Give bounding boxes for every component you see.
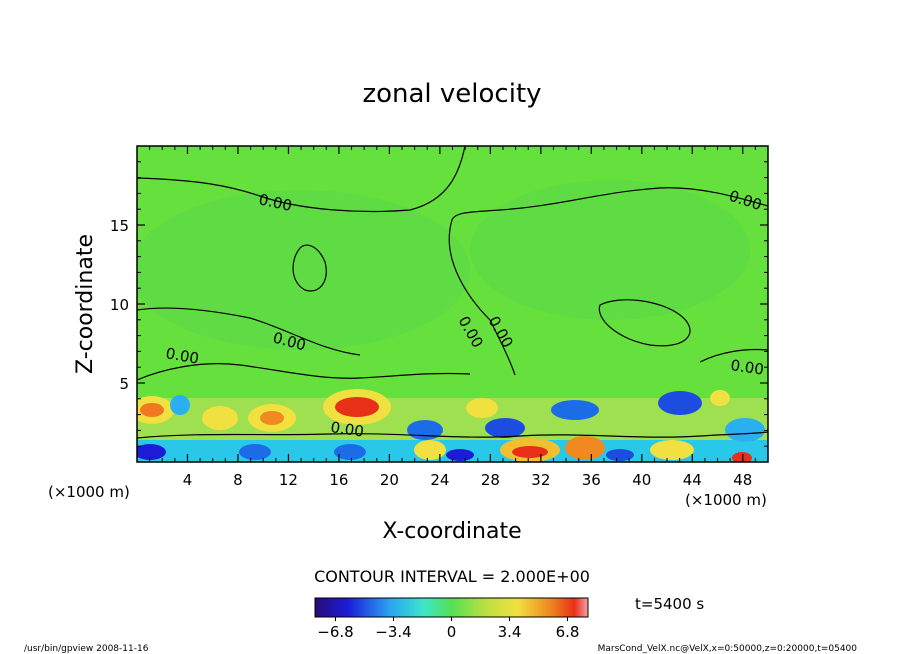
positive-cell [512,446,548,458]
positive-cell [414,440,446,460]
negative-cell [407,420,443,440]
x-tick-label: 28 [481,471,500,489]
zero-contour-line [598,299,691,347]
negative-cell [170,395,190,415]
negative-cell [551,400,599,420]
zero-contour-line [137,307,361,356]
x-tick-label: 16 [329,471,348,489]
negative-cell [446,449,474,461]
x-tick-label: 4 [183,471,193,489]
zero-contour-line [448,187,768,376]
footer-left: /usr/bin/gpview 2008-11-16 [24,644,149,654]
zero-contour-line [137,431,768,439]
colorbar-tick-label: −3.4 [375,623,411,641]
negative-cell [606,449,634,461]
positive-cell [650,440,694,460]
y-tick-label: 10 [110,296,129,314]
upper-green-patch [137,190,470,350]
plot-area [137,146,768,462]
y-tick-label: 15 [110,217,129,235]
colorbar-gradient [314,597,589,618]
y-tick-label: 5 [119,375,129,393]
zero-contour-line [137,146,466,213]
contour-interval: CONTOUR INTERVAL = 2.000E+00 [314,567,590,586]
x-unit-right: (×1000 m) [685,491,767,509]
positive-cell [140,403,164,417]
footer-right: MarsCond_VelX.nc@VelX,x=0:50000,z=0:2000… [598,644,858,654]
x-tick-label: 40 [632,471,651,489]
x-tick-label: 20 [380,471,399,489]
x-tick-label: 44 [683,471,702,489]
zero-contour-line [699,348,768,363]
y-axis: 5 10 15 [110,161,768,447]
contour-label: 0.00 [329,418,365,440]
colorbar: −6.8 −3.4 0 3.4 6.8 [314,597,589,641]
negative-cell [239,444,271,460]
colorbar-tick-label: 6.8 [556,623,580,641]
x-tick-label: 24 [430,471,449,489]
contour-label: 0.00 [729,356,765,378]
contour-label: 0.00 [164,344,200,368]
negative-cell [137,444,166,460]
x-unit-left: (×1000 m) [48,483,130,501]
y-axis-label: Z-coordinate [73,234,98,374]
negative-cell [725,418,765,442]
x-axis-label: X-coordinate [382,519,521,544]
x-tick-label: 12 [279,471,298,489]
zero-contour-line [292,244,327,292]
positive-cell [710,390,730,406]
colorbar-tick-label: −6.8 [317,623,353,641]
colorbar-ticks: −6.8 −3.4 0 3.4 6.8 [317,617,579,641]
positive-cell [260,411,284,425]
x-axis: 4 8 12 16 20 24 28 32 36 40 44 48 [149,146,756,489]
negative-cell [334,444,366,460]
positive-cell [466,398,498,418]
x-tick-label: 8 [233,471,243,489]
zero-contours [137,146,768,439]
x-tick-label: 48 [733,471,752,489]
time-label: t=5400 s [635,595,704,613]
x-tick-label: 32 [531,471,550,489]
upper-green-patch [470,180,750,320]
x-tick-label: 36 [582,471,601,489]
positive-cell [732,452,752,462]
negative-cell [658,391,702,415]
positive-cell [202,406,238,430]
colorbar-tick-label: 0 [447,623,457,641]
chart-title: zonal velocity [362,79,541,109]
positive-cell [335,397,379,417]
negative-cell [485,418,525,438]
zero-contour-line [137,363,471,381]
positive-cell [565,436,605,460]
colorbar-tick-label: 3.4 [498,623,522,641]
